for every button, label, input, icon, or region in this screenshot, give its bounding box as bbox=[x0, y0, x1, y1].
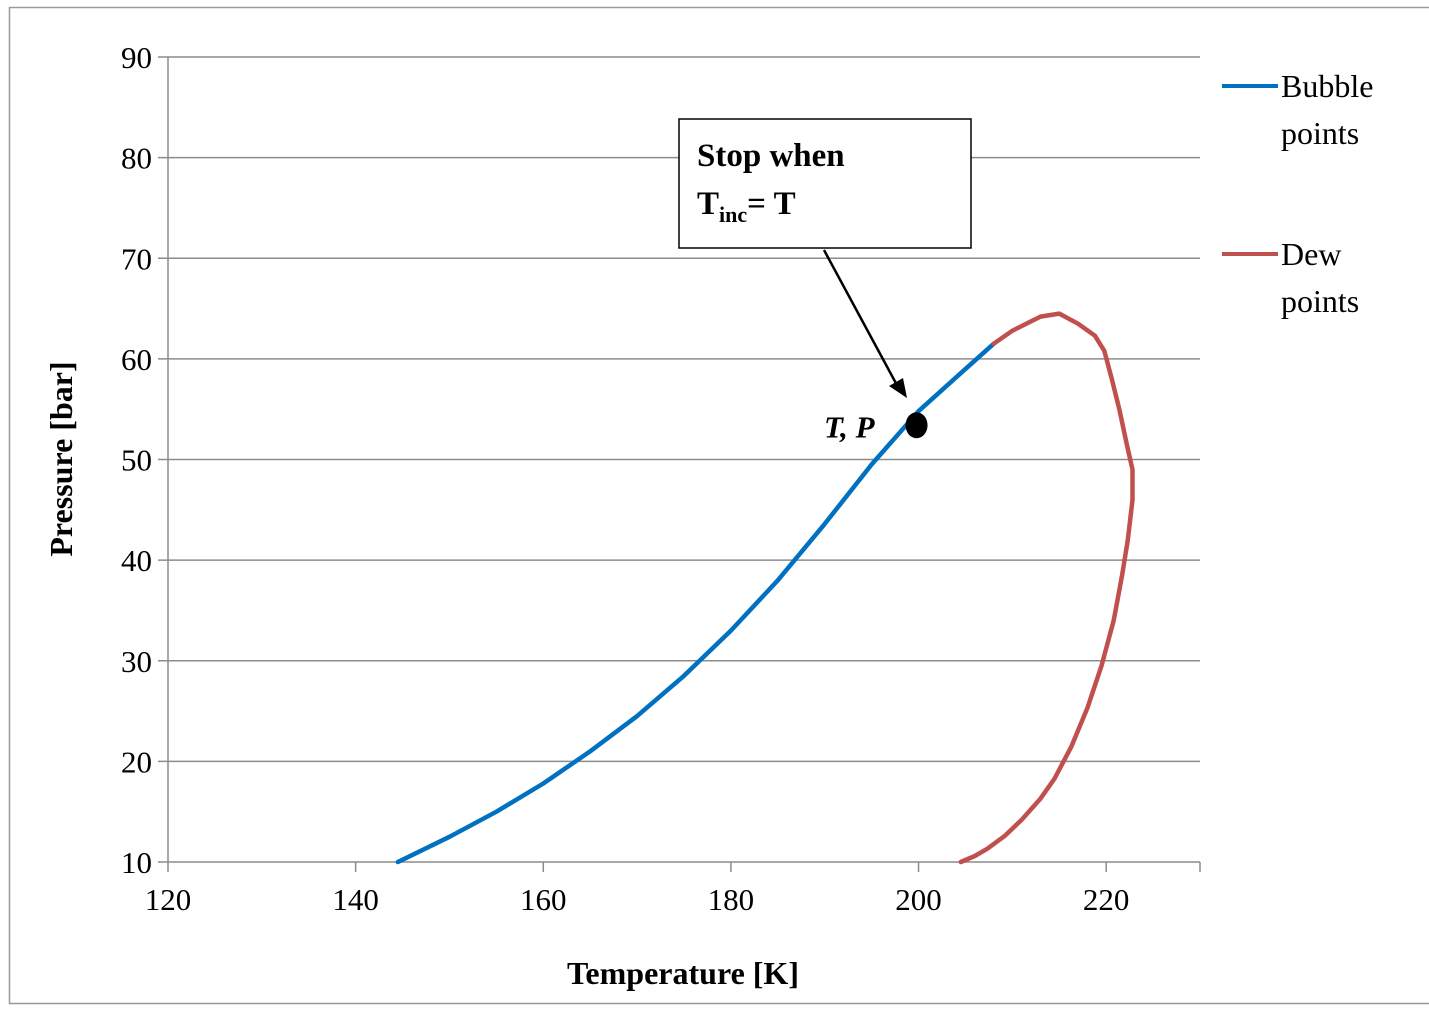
y-tick-label-30: 30 bbox=[121, 644, 152, 679]
annotation-t: T bbox=[697, 186, 719, 222]
series-line-dew-points bbox=[958, 311, 1135, 865]
y-tick-label-60: 60 bbox=[121, 342, 152, 377]
x-tick-label-200: 200 bbox=[895, 882, 942, 917]
highlight-point-marker bbox=[905, 412, 928, 439]
annotation-line2: Tinc= T bbox=[697, 186, 796, 227]
x-axis-ticks: 120 140 160 180 200 220 bbox=[145, 862, 1201, 917]
annotation-subscript: inc bbox=[719, 202, 747, 227]
y-tick-label-10: 10 bbox=[121, 845, 152, 880]
legend-label-bubble-line2: points bbox=[1281, 115, 1359, 151]
annotation-arrowhead bbox=[889, 378, 907, 398]
y-tick-label-80: 80 bbox=[121, 141, 152, 176]
legend-label-dew-line2: points bbox=[1281, 283, 1359, 319]
y-tick-label-40: 40 bbox=[121, 543, 152, 578]
x-tick-label-220: 220 bbox=[1083, 882, 1130, 917]
y-tick-label-50: 50 bbox=[121, 443, 152, 478]
annotation-arrow-line bbox=[822, 249, 900, 388]
legend-label-bubble-line1: Bubble bbox=[1281, 68, 1373, 104]
x-axis-title: Temperature [K] bbox=[567, 955, 799, 991]
x-tick-label-180: 180 bbox=[708, 882, 755, 917]
highlight-point-label: T, P bbox=[824, 409, 876, 444]
annotation-box bbox=[678, 118, 972, 249]
x-tick-label-160: 160 bbox=[520, 882, 567, 917]
y-tick-label-90: 90 bbox=[121, 40, 152, 75]
x-tick-label-140: 140 bbox=[332, 882, 379, 917]
legend-label-dew-line1: Dew bbox=[1281, 236, 1341, 272]
annotation-line1: Stop when bbox=[697, 138, 845, 174]
y-axis-title: Pressure [bar] bbox=[43, 361, 79, 556]
highlight-point-group: T, P bbox=[824, 409, 928, 444]
legend: Bubble points Dew points bbox=[1222, 68, 1373, 319]
y-tick-label-70: 70 bbox=[121, 241, 152, 276]
annotation-rest: = T bbox=[747, 186, 795, 222]
y-tick-label-20: 20 bbox=[121, 744, 152, 779]
y-axis-ticks: 10 20 30 40 50 60 70 80 90 bbox=[121, 40, 168, 880]
x-tick-label-120: 120 bbox=[145, 882, 192, 917]
annotation-callout: Stop when Tinc= T bbox=[678, 118, 972, 398]
gridlines bbox=[168, 56, 1200, 763]
